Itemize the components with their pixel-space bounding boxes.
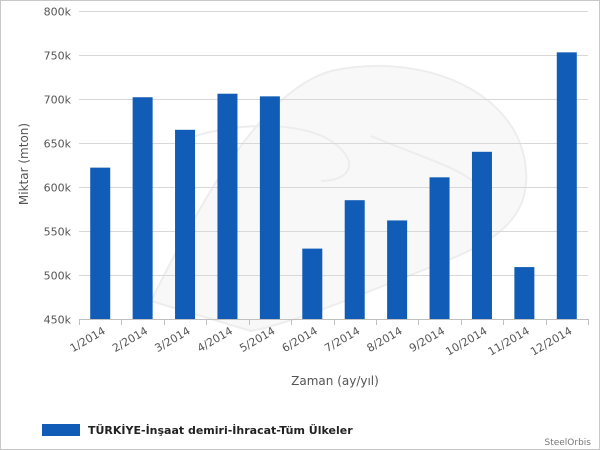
x-tick-label: 11/2014 [486,324,532,358]
y-tick-labels: 450k 500k 550k 600k 650k 700k 750k 800k [44,6,72,327]
x-tick-label: 3/2014 [153,324,193,355]
x-tick-label: 6/2014 [280,324,320,355]
y-tick-label: 750k [44,50,72,63]
legend-swatch [42,424,80,436]
y-axis-title: Miktar (mton) [17,123,31,205]
bar [259,96,280,319]
bar [175,129,196,319]
x-tick-label: 12/2014 [528,324,574,358]
x-axis-title: Zaman (ay/yıl) [291,374,379,388]
bar [471,151,492,319]
y-tick-label: 550k [44,226,72,239]
y-tick-label: 500k [44,270,72,283]
legend: TÜRKİYE-İnşaat demiri-İhracat-Tüm Ülkele… [42,423,353,437]
y-tick-label: 450k [44,314,72,327]
x-tick-label: 1/2014 [68,324,108,355]
bar [556,52,577,320]
credit-text: SteelOrbis [544,438,591,448]
x-tick-label: 7/2014 [322,324,362,355]
x-tick-label: 2/2014 [110,324,150,355]
y-tick-label: 800k [44,6,72,19]
watermark-logo [149,64,528,333]
y-tick-label: 700k [44,94,72,107]
gridlines [79,11,588,320]
y-tick-label: 600k [44,182,72,195]
bars [90,52,577,320]
x-tick-labels: 1/2014 2/2014 3/2014 4/2014 5/2014 6/2014 7/20… [68,319,589,358]
bar [344,200,365,319]
x-tick-label: 4/2014 [195,324,235,355]
bar [90,167,111,319]
bar [429,177,450,319]
bar [387,220,408,319]
y-tick-label: 650k [44,138,72,151]
bar [217,93,238,319]
bar [514,267,535,319]
bar [132,97,153,320]
bar [302,248,323,319]
x-tick-label: 9/2014 [407,324,447,355]
x-tick-label: 10/2014 [443,324,489,358]
legend-label: TÜRKİYE-İnşaat demiri-İhracat-Tüm Ülkele… [88,423,353,437]
x-tick-label: 8/2014 [365,324,405,355]
